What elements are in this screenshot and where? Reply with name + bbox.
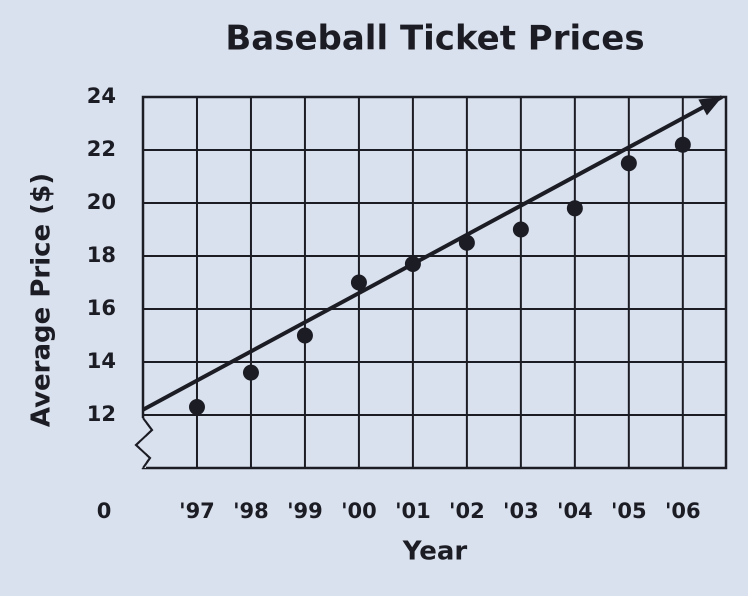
y-tick-label: 12: [87, 402, 116, 426]
x-tick-label: '04: [557, 499, 593, 523]
x-tick-label: '97: [179, 499, 215, 523]
x-tick-label: '98: [233, 499, 269, 523]
y-tick-label: 14: [87, 349, 116, 373]
x-axis-title: Year: [402, 537, 468, 567]
point: [674, 136, 691, 153]
x-tick-label: '05: [611, 499, 647, 523]
y-tick-label: 16: [87, 296, 116, 320]
y-axis-title: Average Price ($): [27, 173, 57, 427]
chart-title: Baseball Ticket Prices: [225, 19, 644, 59]
axis-break: [134, 417, 154, 469]
point: [188, 399, 205, 416]
trend-arrowhead: [698, 97, 722, 116]
plot-frame: [141, 95, 728, 470]
x-tick-label: '01: [395, 499, 431, 523]
trend-line: [142, 95, 723, 412]
x-tick-label: '99: [287, 499, 323, 523]
point: [404, 255, 421, 272]
y-tick-label: 18: [87, 243, 116, 267]
axis-break-cover: [140, 418, 146, 468]
y-tick-label: 22: [87, 137, 116, 161]
point: [512, 221, 529, 238]
y-tick-label: 24: [87, 84, 116, 108]
x-tick-label: '03: [503, 499, 539, 523]
point: [620, 155, 637, 172]
point: [566, 200, 583, 217]
x-tick-label: '02: [449, 499, 485, 523]
y-tick-label: 20: [87, 190, 116, 214]
y-origin-label: 0: [97, 499, 112, 523]
point: [296, 327, 313, 344]
x-tick-label: '06: [665, 499, 701, 523]
point: [242, 364, 259, 381]
point: [350, 274, 367, 291]
point: [458, 234, 475, 251]
x-tick-label: '00: [341, 499, 377, 523]
